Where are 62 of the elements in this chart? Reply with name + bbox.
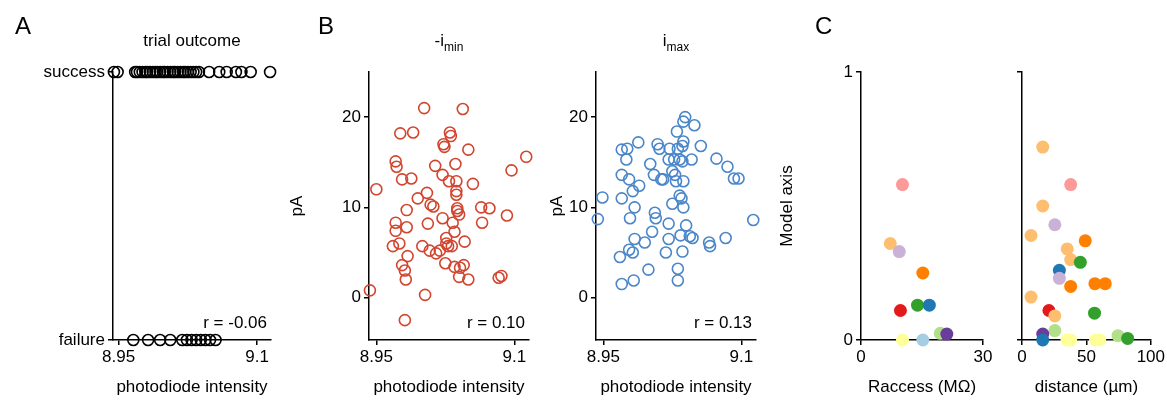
- x-tick-label: 9.1: [245, 346, 269, 366]
- point: [1024, 228, 1038, 242]
- x-axis-title: distance (µm): [1034, 377, 1139, 397]
- point: [1098, 277, 1112, 291]
- y-tick-label: 0: [351, 287, 361, 307]
- x-tick-label: 8.95: [359, 346, 393, 366]
- x-tick-label: 0: [1017, 346, 1027, 366]
- x-tick-label: 100: [1136, 346, 1166, 366]
- y-axis-title: pA: [546, 194, 566, 217]
- text: C: [815, 12, 833, 39]
- y-tick-label: failure: [58, 329, 105, 349]
- annotation: r = 0.13: [693, 313, 752, 332]
- y-tick-label: success: [43, 61, 105, 81]
- point: [1048, 324, 1062, 338]
- point: [1024, 290, 1038, 304]
- point: [916, 333, 930, 347]
- x-tick-label: 8.95: [586, 346, 620, 366]
- y-tick-label: 20: [342, 106, 361, 126]
- point: [1064, 279, 1078, 293]
- y-tick-label: 1: [843, 61, 853, 81]
- x-tick-label: 8.95: [102, 346, 136, 366]
- point: [1036, 140, 1050, 154]
- point: [1060, 242, 1074, 256]
- point: [1036, 199, 1050, 213]
- point: [1073, 255, 1087, 269]
- point: [916, 266, 930, 280]
- y-tick-label: 10: [569, 197, 588, 217]
- point: [883, 237, 897, 251]
- x-axis-title: photodiode intensity: [600, 377, 753, 397]
- point: [893, 304, 907, 318]
- x-tick-label: 30: [973, 346, 993, 366]
- y-tick-label: 20: [569, 106, 588, 126]
- point: [1048, 218, 1062, 232]
- point: [1078, 234, 1092, 248]
- point: [1052, 271, 1066, 285]
- x-axis-title: Raccess (MΩ): [867, 377, 977, 397]
- x-axis-title: photodiode intensity: [116, 377, 269, 397]
- y-axis-title: pA: [286, 194, 306, 217]
- point: [922, 298, 936, 312]
- text: trial outcome: [143, 31, 241, 50]
- point: [1088, 306, 1102, 320]
- y-tick-label: 0: [578, 287, 588, 307]
- point: [1121, 331, 1135, 345]
- x-axis-title: photodiode intensity: [373, 377, 526, 397]
- point: [940, 327, 954, 341]
- point: [911, 298, 925, 312]
- x-tick-label: 50: [1076, 346, 1096, 366]
- point: [1048, 309, 1062, 323]
- y-tick-label: 10: [342, 197, 361, 217]
- annotation: r = 0.10: [466, 313, 525, 332]
- y-axis-title: Model axis: [776, 165, 796, 247]
- x-tick-label: 0: [856, 346, 866, 366]
- text: A: [15, 12, 32, 39]
- annotation: r = -0.06: [203, 313, 267, 332]
- point: [895, 333, 909, 347]
- x-tick-label: 9.1: [729, 346, 754, 366]
- text: B: [318, 12, 335, 39]
- point: [1036, 333, 1050, 347]
- point: [892, 245, 906, 259]
- point: [1064, 178, 1078, 192]
- x-tick-label: 9.1: [502, 346, 527, 366]
- point: [895, 178, 909, 192]
